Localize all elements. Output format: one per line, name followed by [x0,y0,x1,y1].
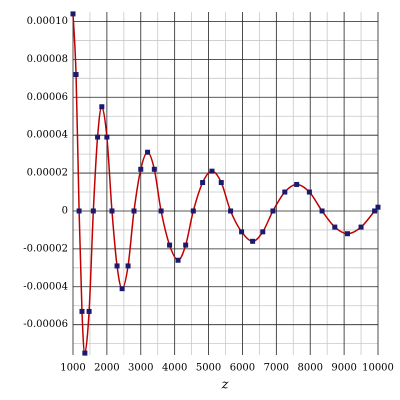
point [145,149,151,155]
point [358,224,364,230]
point [270,208,276,214]
point [151,166,157,172]
x-tick-label: 3000 [128,363,153,374]
point [372,208,378,214]
point [345,231,350,237]
point [167,242,173,248]
y-tick-label: 0.00008 [27,54,68,65]
x-tick-label: 8000 [297,363,322,374]
point [306,189,312,195]
point [86,308,92,314]
point [70,11,76,17]
y-tick-label: -0.00004 [23,281,68,292]
point [375,204,381,210]
point [119,286,125,292]
point [175,257,181,263]
y-tick-label: -0.00002 [23,243,68,254]
y-tick-label: -0.00006 [23,319,68,330]
point [332,224,338,230]
point [228,208,234,214]
point [131,208,137,214]
point [95,134,101,140]
point [104,134,110,140]
point [82,350,88,356]
point [250,238,256,244]
y-tick-label: 0.00010 [27,16,68,27]
x-axis-label: z [221,378,229,393]
point [138,166,144,172]
point [125,263,131,269]
point [209,168,215,174]
x-tick-label: 6000 [230,363,255,374]
y-tick-label: 0.00006 [27,92,68,103]
y-tick-label: 0.00002 [27,168,68,179]
x-tick-label: 7000 [264,363,289,374]
y-tick-label: 0 [62,205,68,216]
x-tick-label: 2000 [94,363,119,374]
x-tick-label: 10000 [362,363,394,374]
point [99,104,105,110]
point [319,208,325,214]
point [90,208,96,214]
point [114,263,120,269]
point [282,189,288,195]
point [239,229,245,235]
point [294,181,300,187]
point [190,208,196,214]
point [73,72,79,78]
x-tick-label: 9000 [331,363,356,374]
point [76,208,82,214]
point [260,229,266,235]
point [79,308,85,314]
point [158,208,164,214]
y-tick-label: 0.00004 [27,130,68,141]
point [109,208,115,214]
x-tick-label: 1000 [60,363,85,374]
x-tick-label: 5000 [196,363,221,374]
point [200,180,206,186]
point [218,180,224,186]
x-tick-label: 4000 [162,363,187,374]
point [183,242,189,248]
